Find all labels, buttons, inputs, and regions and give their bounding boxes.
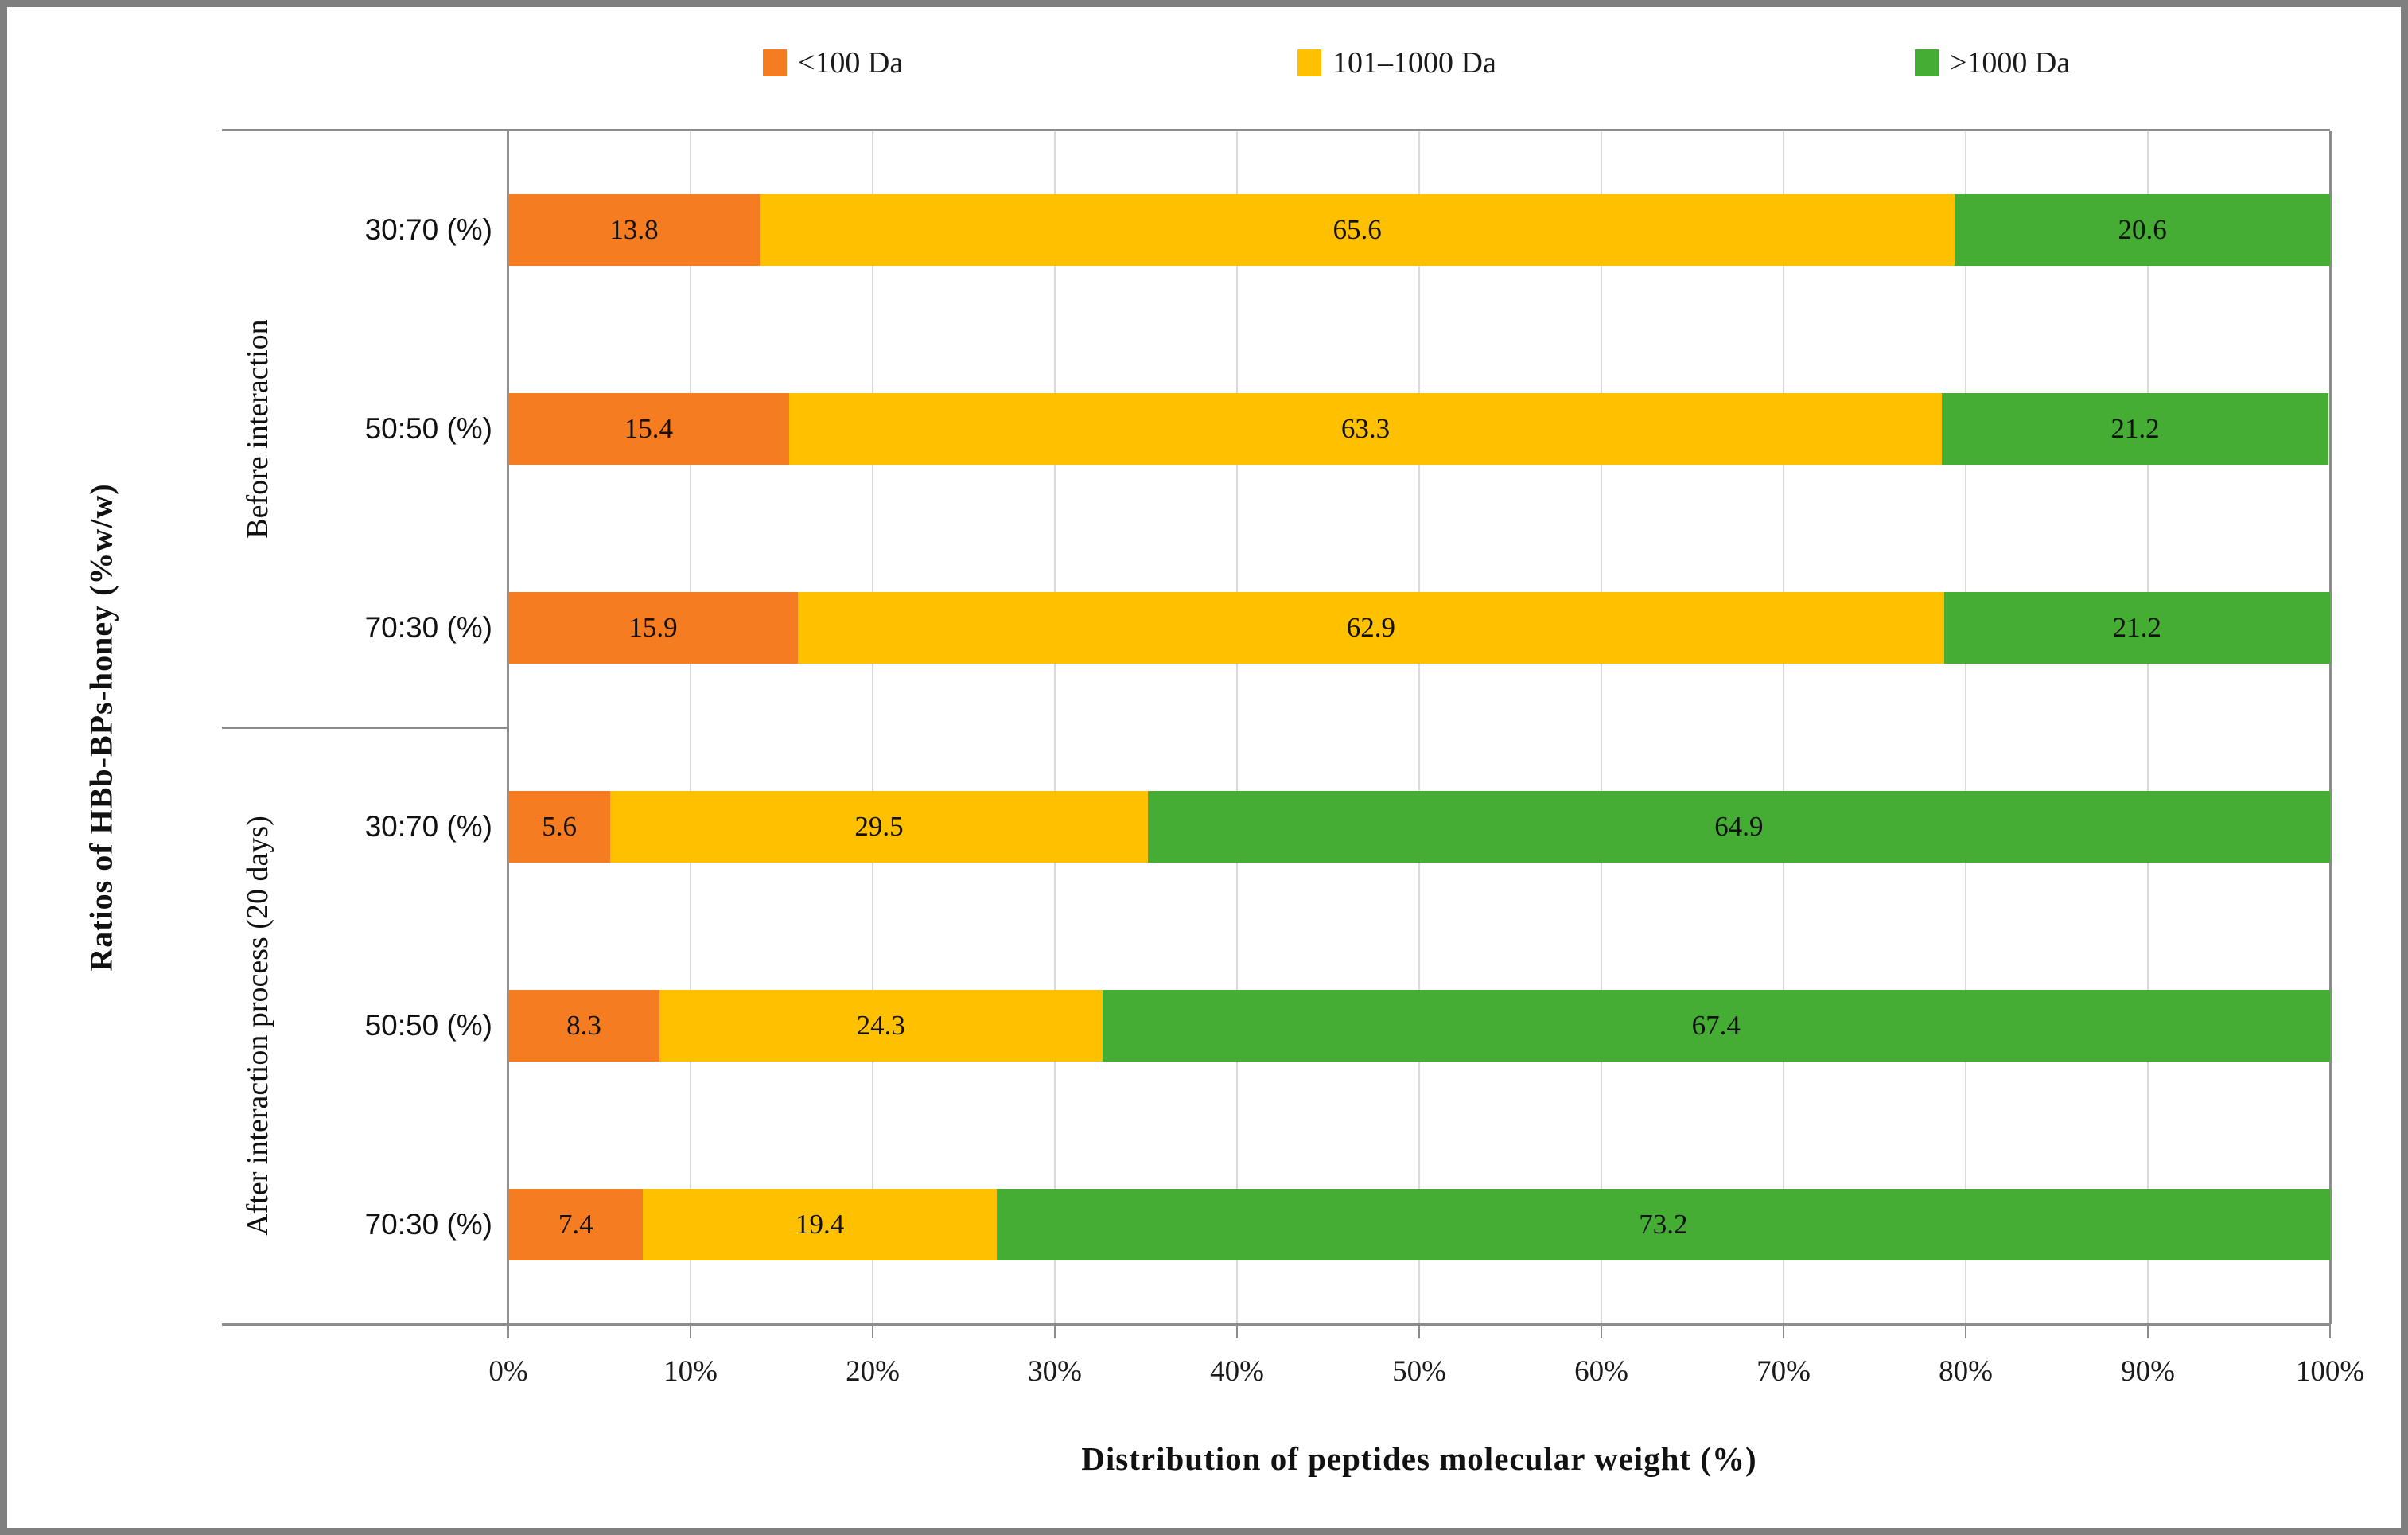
bar-value-label: 73.2 (1639, 1209, 1688, 1240)
category-label: 50:50 (%) (364, 412, 492, 445)
bar-value-label: 15.4 (624, 413, 673, 444)
x-tick-label: 90% (2121, 1355, 2175, 1388)
bar-value-label: 64.9 (1714, 811, 1764, 842)
bar-value-label: 67.4 (1691, 1010, 1741, 1041)
x-axis-tick (2147, 1324, 2149, 1338)
bar-segment: 19.4 (643, 1189, 997, 1260)
bar-value-label: 21.2 (2112, 612, 2161, 643)
bar-value-label: 63.3 (1340, 413, 1391, 444)
x-tick-label: 100% (2295, 1355, 2365, 1388)
x-tick-label: 10% (663, 1355, 718, 1388)
bar-value-label: 13.8 (609, 214, 659, 245)
bar-value-label: 8.3 (566, 1010, 601, 1041)
bar-value-label: 24.3 (856, 1010, 905, 1041)
x-tick-label: 30% (1028, 1355, 1082, 1388)
plot-right-border (2329, 131, 2332, 1324)
plot-top-border (222, 129, 2330, 131)
bar-value-label: 7.4 (558, 1209, 593, 1240)
bar-row: 15.4 63.3 21.2 (508, 393, 2330, 465)
bar-value-label: 62.9 (1346, 612, 1395, 643)
bar-value-label: 21.2 (2110, 413, 2160, 444)
bar-segment: 8.3 (508, 990, 660, 1062)
x-axis-tick (690, 1324, 691, 1338)
gridline (690, 131, 691, 1324)
category-label: 70:30 (%) (364, 1208, 492, 1241)
bar-segment: 24.3 (659, 990, 1103, 1062)
x-axis-title: Distribution of peptides molecular weigh… (1081, 1440, 1757, 1477)
legend-swatch-icon (1297, 49, 1321, 76)
x-tick-label: 20% (846, 1355, 900, 1388)
x-axis-line (222, 1323, 2330, 1326)
legend-item: 101–1000 Da (1297, 45, 1496, 80)
gridline (1601, 131, 1602, 1324)
bar-segment: 73.2 (996, 1189, 2330, 1260)
y-axis-line (507, 129, 509, 1338)
category-label: 70:30 (%) (364, 611, 492, 644)
legend-item-label: >1000 Da (1950, 46, 2071, 80)
x-axis-tick (1601, 1324, 1602, 1338)
x-tick-label: 0% (488, 1355, 528, 1388)
x-axis-tick (1054, 1324, 1056, 1338)
bar-segment: 5.6 (508, 791, 611, 863)
x-axis-tick (2329, 1324, 2331, 1338)
gridline (1418, 131, 1420, 1324)
gridline (1965, 131, 1966, 1324)
bar-segment: 7.4 (508, 1189, 644, 1260)
bar-segment: 67.4 (1102, 990, 2330, 1062)
x-axis-tick (1236, 1324, 1238, 1338)
legend-swatch-icon (763, 49, 787, 76)
legend-item-label: 101–1000 Da (1332, 46, 1496, 80)
bar-value-label: 15.9 (628, 612, 678, 643)
x-tick-label: 70% (1756, 1355, 1811, 1388)
legend-item: <100 Da (763, 45, 903, 80)
group-label: After interaction process (20 days) (241, 816, 274, 1236)
legend-item-label: <100 Da (798, 46, 904, 80)
bar-segment: 13.8 (508, 194, 761, 266)
bar-segment: 21.2 (1942, 393, 2328, 465)
x-axis-tick (1418, 1324, 1420, 1338)
bar-value-label: 29.5 (854, 811, 904, 842)
bar-segment: 63.3 (788, 393, 1943, 465)
bar-value-label: 20.6 (2118, 214, 2167, 245)
bar-segment: 15.4 (508, 393, 789, 465)
bar-segment: 64.9 (1147, 791, 2330, 863)
gridline (1054, 131, 1056, 1324)
bar-row: 13.8 65.6 20.6 (508, 194, 2330, 266)
x-tick-label: 80% (1939, 1355, 1993, 1388)
group-divider (222, 727, 508, 729)
bar-segment: 20.6 (1955, 194, 2330, 266)
legend: <100 Da 101–1000 Da >1000 Da (7, 7, 2401, 103)
bar-segment: 21.2 (1943, 592, 2330, 664)
gridline (1236, 131, 1238, 1324)
bar-row: 15.9 62.9 21.2 (508, 592, 2330, 664)
category-label: 50:50 (%) (364, 1009, 492, 1042)
gridline (872, 131, 873, 1324)
bar-value-label: 65.6 (1332, 214, 1382, 245)
bar-row: 5.6 29.5 64.9 (508, 791, 2330, 863)
bar-value-label: 19.4 (795, 1209, 845, 1240)
x-axis-tick (872, 1324, 873, 1338)
category-label: 30:70 (%) (364, 810, 492, 843)
legend-item: >1000 Da (1915, 45, 2070, 80)
plot-area: 0% 10% 20% 30% 40% 50% 60% 70% 80% 90% 100% 13.8 65.… (7, 7, 2401, 1528)
x-axis-tick (1965, 1324, 1966, 1338)
x-tick-label: 40% (1210, 1355, 1264, 1388)
bar-segment: 29.5 (610, 791, 1148, 863)
bar-segment: 62.9 (798, 592, 1944, 664)
bar-row: 8.3 24.3 67.4 (508, 990, 2330, 1062)
bar-row: 7.4 19.4 73.2 (508, 1189, 2330, 1260)
legend-swatch-icon (1915, 49, 1939, 76)
x-axis-tick (1783, 1324, 1784, 1338)
group-label: Before interaction (241, 319, 274, 539)
bar-segment: 65.6 (760, 194, 1955, 266)
x-tick-label: 60% (1574, 1355, 1628, 1388)
x-tick-label: 50% (1392, 1355, 1446, 1388)
gridline (1783, 131, 1784, 1324)
category-label: 30:70 (%) (364, 213, 492, 246)
gridline (2147, 131, 2149, 1324)
bar-segment: 15.9 (508, 592, 799, 664)
bar-value-label: 5.6 (542, 811, 577, 842)
axis-labels-layer: 30:70 (%) 50:50 (%) 70:30 (%) 30:70 (%) 50:5… (7, 7, 2401, 1528)
